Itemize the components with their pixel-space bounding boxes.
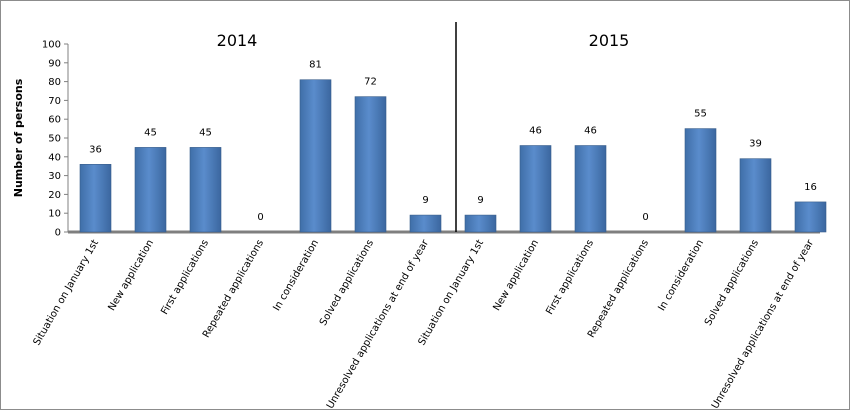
y-tick-label: 50 — [48, 134, 61, 145]
data-label-2014-2: 45 — [144, 127, 157, 138]
x-tick-label-2014-5: In consideration — [271, 238, 321, 313]
x-tick-label-2014-7: Unresolved applications at end of year — [325, 237, 432, 410]
data-label-2014-7: 9 — [422, 195, 428, 206]
y-tick-label: 20 — [48, 190, 61, 201]
data-label-2014-3: 45 — [199, 127, 212, 138]
x-tick-label-2014-2: New application — [106, 238, 156, 313]
data-label-2015-6: 39 — [749, 139, 762, 150]
x-tick-label-2015-5: In consideration — [656, 238, 706, 313]
bar-2015-2 — [519, 145, 552, 233]
bar-2014-5 — [299, 79, 332, 233]
bar-2014-1 — [79, 164, 112, 233]
panel-title-2015: 2015 — [589, 31, 630, 50]
bar-2014-3 — [189, 147, 222, 233]
y-tick-label: 40 — [48, 152, 61, 163]
y-axis-label: Number of persons — [12, 78, 25, 197]
y-tick-label: 80 — [48, 77, 61, 88]
bar-2014-6 — [354, 96, 387, 233]
x-tick-label-2014-1: Situation on January 1st — [32, 238, 102, 348]
data-label-2015-5: 55 — [694, 109, 707, 120]
data-label-2014-4: 0 — [257, 212, 263, 223]
panel-title-2014: 2014 — [217, 31, 258, 50]
x-tick-label-2015-3: First applications — [544, 238, 596, 317]
bar-2015-5 — [684, 128, 717, 233]
data-label-2015-4: 0 — [642, 212, 648, 223]
y-tick-label: 100 — [42, 40, 61, 51]
data-label-2014-5: 81 — [309, 60, 322, 71]
data-label-2015-3: 46 — [584, 126, 597, 137]
data-label-2015-7: 16 — [804, 182, 817, 193]
x-tick-label-2015-1: Situation on January 1st — [417, 238, 487, 348]
y-tick-label: 70 — [48, 96, 61, 107]
data-label-2014-6: 72 — [364, 77, 377, 88]
bar-2014-2 — [134, 147, 167, 233]
bars — [79, 79, 827, 233]
y-tick-label: 0 — [55, 228, 61, 239]
y-tick-label: 10 — [48, 209, 61, 220]
x-tick-label-2015-7: Unresolved applications at end of year — [710, 237, 817, 410]
x-tick-label-2015-6: Solved applications — [703, 238, 761, 328]
x-tick-label-2015-2: New application — [491, 238, 541, 313]
bar-2015-6 — [739, 158, 772, 233]
data-label-2015-1: 9 — [477, 195, 483, 206]
bar-2015-3 — [574, 145, 607, 233]
data-label-2015-2: 46 — [529, 126, 542, 137]
data-label-2014-1: 36 — [89, 144, 102, 155]
y-tick-label: 30 — [48, 171, 61, 182]
y-tick-label: 90 — [48, 58, 61, 69]
x-tick-label-2015-4: Repeated applications — [586, 238, 651, 340]
bar-2015-1 — [464, 214, 497, 233]
bar-2014-7 — [409, 214, 442, 233]
x-tick-label-2014-6: Solved applications — [318, 238, 376, 328]
x-tick-label-2014-4: Repeated applications — [201, 238, 266, 340]
x-tick-label-2014-3: First applications — [159, 238, 211, 317]
bar-2015-7 — [794, 201, 827, 233]
y-tick-label: 60 — [48, 115, 61, 126]
